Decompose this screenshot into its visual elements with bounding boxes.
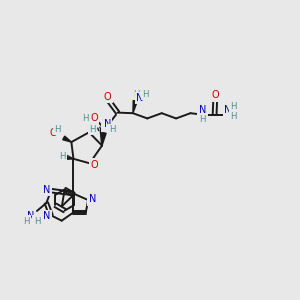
Text: H: H bbox=[110, 125, 116, 134]
Text: H: H bbox=[89, 125, 96, 134]
Polygon shape bbox=[102, 133, 106, 146]
Text: N: N bbox=[88, 194, 96, 205]
Text: H: H bbox=[230, 112, 237, 121]
Text: O: O bbox=[91, 160, 98, 170]
Text: H: H bbox=[230, 102, 237, 111]
Polygon shape bbox=[133, 100, 137, 113]
Text: H: H bbox=[82, 114, 89, 123]
Text: H: H bbox=[142, 90, 148, 99]
Polygon shape bbox=[63, 136, 71, 142]
Text: O: O bbox=[104, 92, 111, 102]
Text: N: N bbox=[103, 119, 111, 129]
Text: H: H bbox=[60, 152, 66, 161]
Text: N: N bbox=[199, 105, 206, 115]
Text: H: H bbox=[199, 115, 205, 124]
Text: O: O bbox=[212, 90, 219, 100]
Text: O: O bbox=[50, 128, 58, 138]
Text: H: H bbox=[54, 124, 61, 134]
Text: O: O bbox=[102, 121, 110, 130]
Text: H: H bbox=[23, 217, 30, 226]
Text: N: N bbox=[136, 93, 144, 103]
Text: H: H bbox=[34, 217, 40, 226]
Text: N: N bbox=[43, 211, 51, 221]
Text: N: N bbox=[27, 211, 35, 221]
Text: O: O bbox=[90, 113, 98, 124]
Text: ·: · bbox=[55, 129, 59, 142]
Text: H: H bbox=[133, 90, 140, 99]
Text: N: N bbox=[224, 105, 232, 115]
Text: N: N bbox=[43, 185, 51, 195]
